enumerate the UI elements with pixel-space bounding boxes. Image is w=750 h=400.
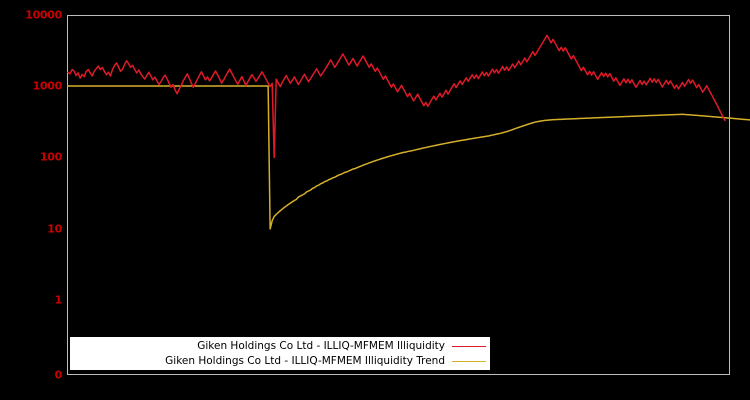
legend-swatch-illiquidity [452,345,486,347]
y-tick-1: 1 [54,293,63,307]
y-tick-100: 100 [39,150,62,164]
y-tick-1000: 1000 [32,79,63,93]
y-axis-tick-labels: 10000 1000 100 10 1 0 [0,0,62,400]
series-line-trend [67,85,750,230]
legend-entry-illiquidity-trend: Giken Holdings Co Ltd - ILLIQ-MFMEM Illi… [70,354,490,369]
y-tick-0: 0 [54,368,63,382]
y-tick-10: 10 [47,222,62,236]
y-tick-10000: 10000 [25,8,62,22]
legend-label-illiquidity-trend: Giken Holdings Co Ltd - ILLIQ-MFMEM Illi… [165,355,445,367]
chart-legend: Giken Holdings Co Ltd - ILLIQ-MFMEM Illi… [70,337,490,370]
legend-entry-illiquidity: Giken Holdings Co Ltd - ILLIQ-MFMEM Illi… [70,339,490,354]
plot-area [67,15,730,375]
series-layer [67,34,750,230]
series-line-illiquidity [67,34,726,159]
legend-swatch-illiquidity-trend [452,360,486,362]
legend-label-illiquidity: Giken Holdings Co Ltd - ILLIQ-MFMEM Illi… [197,340,445,352]
